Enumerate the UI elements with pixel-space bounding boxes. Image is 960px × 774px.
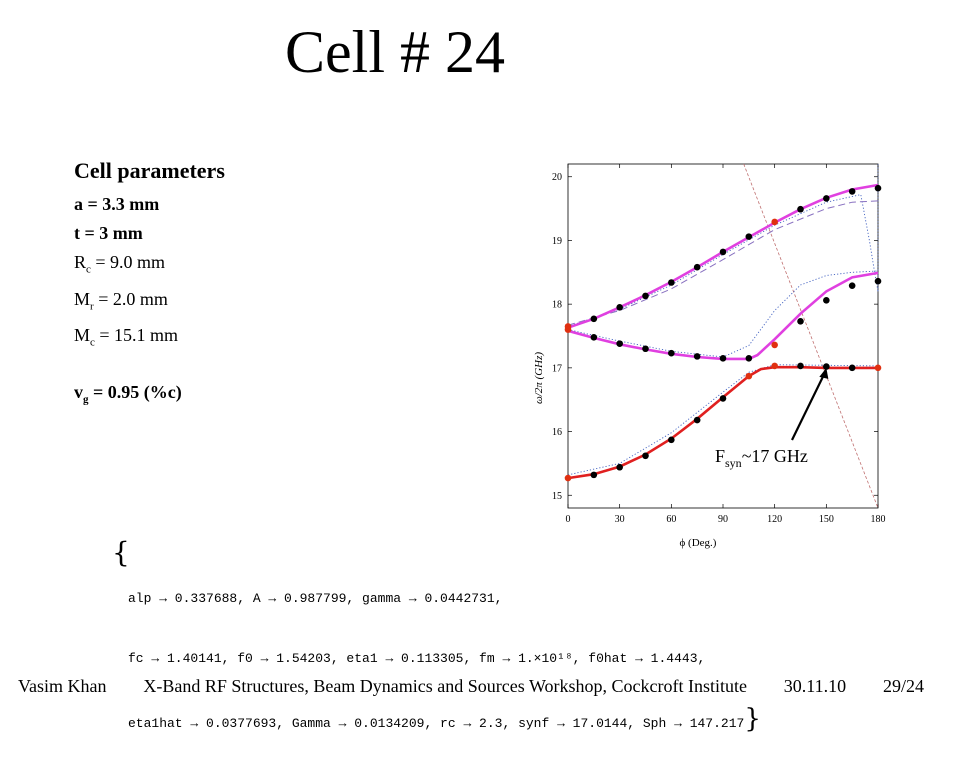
data-point <box>668 349 675 357</box>
data-point <box>642 345 649 353</box>
data-point <box>823 195 830 202</box>
footer-date: 30.11.10 <box>783 676 847 696</box>
data-point <box>719 354 727 362</box>
data-point-red <box>745 372 753 380</box>
data-point <box>616 304 623 311</box>
data-point <box>693 416 701 424</box>
data-point <box>642 452 649 460</box>
fit-line-3: eta1hat → 0.0377693, Gamma → 0.0134209, … <box>128 704 761 734</box>
data-point <box>642 292 649 300</box>
annotation-arrowhead <box>819 367 829 379</box>
data-point <box>693 353 701 360</box>
data-point <box>874 277 882 285</box>
fsyn-annotation: Fsyn~17 GHz <box>715 446 808 470</box>
x-axis-label: ϕ (Deg.) <box>680 537 717 549</box>
y-tick-label: 17 <box>552 363 562 374</box>
data-point <box>590 315 598 323</box>
x-tick-label: 0 <box>566 514 571 525</box>
data-point <box>668 279 675 286</box>
y-tick-label: 16 <box>552 427 562 438</box>
fit-line-2: fc → 1.40141, f0 → 1.54203, eta1 → 0.113… <box>128 651 706 666</box>
data-point <box>823 363 830 370</box>
param-rc: Rc = 9.0 mm <box>74 252 166 276</box>
data-point <box>745 354 753 362</box>
data-point <box>848 364 856 372</box>
data-point <box>719 395 727 402</box>
y-tick-label: 18 <box>552 300 562 311</box>
x-tick-label: 60 <box>666 514 676 525</box>
data-point <box>797 318 804 325</box>
data-point <box>668 436 675 444</box>
y-tick-label: 19 <box>552 236 562 247</box>
annotation-arrow <box>791 373 826 441</box>
fit-output: { alp → 0.337688, A → 0.987799, gamma → … <box>112 539 761 774</box>
data-point <box>616 340 623 347</box>
slide-title: Cell # 24 <box>285 19 505 85</box>
data-point-red <box>771 362 778 370</box>
data-point <box>797 362 804 370</box>
data-point-red <box>771 218 778 226</box>
param-mc: Mc = 15.1 mm <box>74 325 179 349</box>
data-point <box>590 333 598 341</box>
footer-event: X-Band RF Structures, Beam Dynamics and … <box>143 676 747 696</box>
dashed-mode1-line <box>567 200 879 326</box>
x-tick-label: 180 <box>871 514 886 525</box>
fit-mode2-line <box>567 271 879 361</box>
fit-line-1: alp → 0.337688, A → 0.987799, gamma → 0.… <box>128 591 503 606</box>
data-point <box>797 205 804 213</box>
x-tick-label: 30 <box>615 514 625 525</box>
x-tick-label: 90 <box>718 514 728 525</box>
data-point <box>848 282 856 289</box>
data-point-red <box>771 341 778 349</box>
y-axis-label: ω/2π (GHz) <box>533 352 545 404</box>
data-point <box>745 233 753 240</box>
param-vg: vg = 0.95 (%c) <box>74 381 182 406</box>
data-point <box>823 297 830 304</box>
param-a: a = 3.3 mm <box>74 194 160 214</box>
data-point <box>590 471 598 479</box>
data-point <box>719 248 727 256</box>
cell-parameters-heading: Cell parameters <box>74 158 225 183</box>
footer: Vasim Khan X-Band RF Structures, Beam Dy… <box>18 676 924 697</box>
cell-parameters: Cell parameters a = 3.3 mm t = 3 mm Rc =… <box>74 158 225 414</box>
data-point <box>848 188 856 195</box>
fit-brace-open: { <box>112 536 130 569</box>
data-point-red <box>564 474 572 482</box>
param-t: t = 3 mm <box>74 223 143 243</box>
data-point <box>874 184 882 192</box>
data-point-red <box>874 364 882 372</box>
x-tick-label: 150 <box>819 514 834 525</box>
data-point <box>616 463 623 471</box>
data-point <box>693 263 701 271</box>
dotted-mode1-line <box>567 194 879 327</box>
light-line <box>743 163 879 509</box>
param-mr: Mr = 2.0 mm <box>74 288 168 313</box>
data-point-red <box>564 326 572 333</box>
footer-author: Vasim Khan <box>18 676 107 696</box>
y-tick-label: 20 <box>552 172 562 183</box>
fit-mode1-line <box>567 183 879 329</box>
fit-mode3-line <box>567 365 878 480</box>
x-tick-label: 120 <box>767 514 782 525</box>
footer-page: 29/24 <box>882 676 924 696</box>
y-tick-label: 15 <box>552 491 562 502</box>
